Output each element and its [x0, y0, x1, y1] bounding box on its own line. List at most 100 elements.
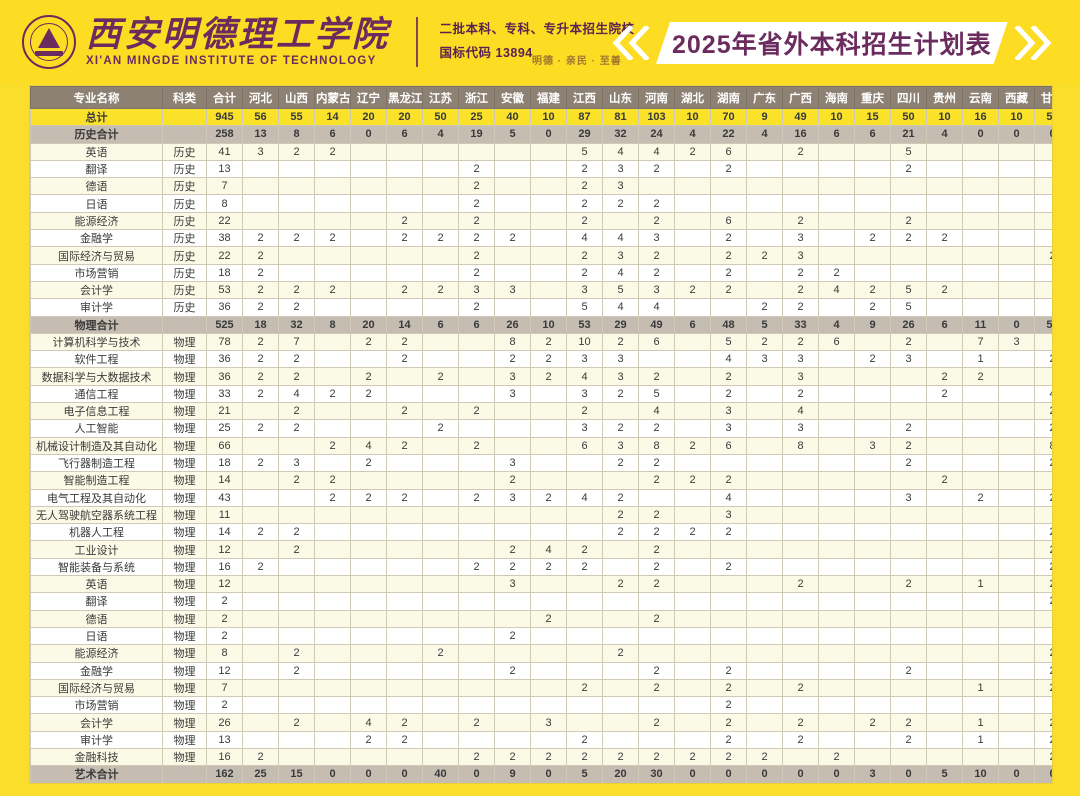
cell-province-quota: [422, 505, 459, 525]
table-row: 市场营销 物理 2 2: [30, 696, 1052, 715]
cell-province-quota: [278, 263, 315, 282]
cell-major-name: 通信工程: [30, 384, 163, 404]
cell-province-quota: 3: [854, 436, 891, 455]
cell-province-quota: [962, 419, 999, 438]
cell-province-quota: [746, 211, 783, 231]
cell-province-quota: [314, 644, 351, 663]
cell-province-quota: [458, 540, 495, 559]
column-header: 广西: [782, 86, 819, 109]
cell-province-quota: [530, 211, 567, 231]
cell-province-quota: 6: [566, 436, 603, 455]
cell-province-quota: [386, 471, 423, 490]
cell-province-quota: 2: [638, 747, 675, 767]
cell-province-quota: 2: [422, 367, 459, 386]
cell-province-quota: [962, 609, 999, 628]
cell-province-quota: [422, 557, 459, 577]
cell-province-quota: [242, 644, 279, 663]
cell-province-quota: [818, 229, 855, 248]
table-row: 会计学历史5322222333532224252223: [30, 280, 1052, 300]
cell-province-quota: [998, 696, 1035, 715]
school-name-en: XI'AN MINGDE INSTITUTE OF TECHNOLOGY: [86, 54, 377, 67]
cell-province-quota: [674, 488, 711, 507]
cell-province-quota: 2: [386, 350, 423, 369]
cell-province-quota: [890, 263, 927, 282]
cell-province-quota: [422, 142, 459, 161]
cell-total: 53: [206, 280, 243, 300]
cell-province-quota: [242, 592, 279, 611]
cell-province-quota: [926, 211, 963, 231]
cell-province-quota: [782, 557, 819, 577]
cell-province-quota: [422, 246, 459, 265]
cell-province-quota: 3: [638, 280, 675, 300]
cell-province-quota: 4: [566, 229, 603, 248]
cell-subject-type: 历史: [162, 263, 207, 282]
table-row: 机器人工程物理1422222222: [30, 523, 1052, 542]
cell-province-quota: 2: [350, 453, 387, 473]
cell-province-quota: [818, 211, 855, 231]
cell-province-quota: 2: [710, 678, 747, 698]
chevron-right-icon: [1008, 26, 1052, 60]
cell-province-quota: 3: [494, 575, 531, 594]
cell-total: 13: [206, 730, 243, 749]
cell-province-quota: 1: [962, 575, 999, 594]
cell-subject-type: 历史: [162, 280, 207, 300]
cell-province-quota: 3: [782, 229, 819, 248]
cell-province-quota: [386, 609, 423, 628]
cell-province-quota: [926, 194, 963, 213]
cell-province-quota: [926, 298, 963, 317]
cell-province-quota: [782, 609, 819, 628]
cell-province-quota: 2: [890, 453, 927, 473]
cell-subject-type: [162, 107, 207, 127]
cell-province-quota: 2: [386, 436, 423, 455]
cell-province-quota: 2: [638, 661, 675, 680]
cell-total: 38: [206, 229, 243, 248]
cell-province-quota: [818, 177, 855, 196]
cell-province-quota: [782, 471, 819, 490]
cell-province-quota: [1034, 505, 1052, 525]
cell-province-quota: 2: [782, 713, 819, 732]
cell-major-name: 国际经济与贸易: [30, 246, 163, 265]
cell-province-quota: [1034, 159, 1052, 179]
cell-province-quota: [926, 575, 963, 594]
cell-province-quota: 2: [566, 557, 603, 577]
cell-province-quota: 2: [782, 263, 819, 282]
cell-province-quota: [530, 194, 567, 213]
cell-province-quota: 53: [566, 315, 603, 334]
cell-province-quota: 2: [602, 419, 639, 438]
cell-subject-type: 物理: [162, 436, 207, 455]
cell-subject-type: 物理: [162, 471, 207, 490]
cell-province-quota: [314, 332, 351, 352]
cell-province-quota: [530, 142, 567, 161]
cell-province-quota: [638, 644, 675, 663]
cell-province-quota: [386, 159, 423, 179]
cell-province-quota: 2: [386, 402, 423, 421]
cell-province-quota: 2: [782, 678, 819, 698]
cell-province-quota: [242, 505, 279, 525]
cell-province-quota: 2: [602, 194, 639, 213]
cell-province-quota: [494, 644, 531, 663]
cell-province-quota: [746, 488, 783, 507]
cell-province-quota: 4: [602, 229, 639, 248]
cell-province-quota: [998, 384, 1035, 404]
cell-province-quota: 25: [242, 765, 279, 783]
cell-subject-type: 历史: [162, 142, 207, 161]
cell-province-quota: [962, 747, 999, 767]
cell-province-quota: 2: [386, 730, 423, 749]
cell-major-name: 机器人工程: [30, 523, 163, 542]
cell-province-quota: [926, 696, 963, 715]
cell-province-quota: [746, 626, 783, 646]
cell-province-quota: [674, 229, 711, 248]
cell-province-quota: 2: [242, 246, 279, 265]
cell-major-name: 市场营销: [30, 696, 163, 715]
cell-province-quota: 0: [314, 765, 351, 783]
cell-province-quota: [818, 159, 855, 179]
cell-province-quota: [242, 159, 279, 179]
cell-province-quota: 2: [710, 246, 747, 265]
cell-major-name: 能源经济: [30, 211, 163, 231]
cell-province-quota: [530, 246, 567, 265]
cell-province-quota: [242, 678, 279, 698]
table-row: 智能装备与系统物理16222222222: [30, 557, 1052, 577]
cell-province-quota: [494, 194, 531, 213]
cell-province-quota: [458, 505, 495, 525]
cell-province-quota: 0: [746, 765, 783, 783]
